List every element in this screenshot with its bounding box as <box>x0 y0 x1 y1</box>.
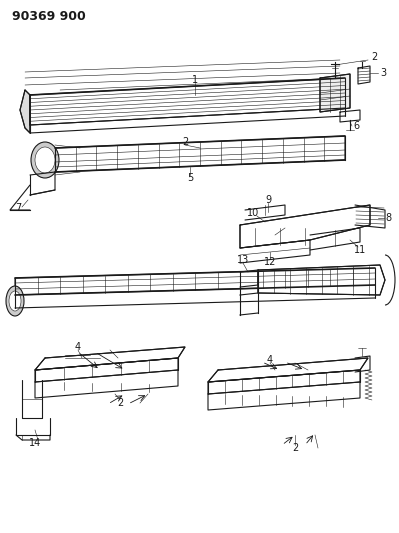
Text: 3: 3 <box>380 68 386 78</box>
Ellipse shape <box>6 286 24 316</box>
Text: 7: 7 <box>15 203 21 213</box>
Ellipse shape <box>35 147 55 173</box>
Text: 2: 2 <box>117 398 123 408</box>
Text: 2: 2 <box>292 443 298 453</box>
Text: 2: 2 <box>371 52 377 62</box>
Polygon shape <box>320 74 350 112</box>
Polygon shape <box>55 136 345 172</box>
Polygon shape <box>208 370 360 394</box>
Text: 1: 1 <box>192 75 198 85</box>
Text: 5: 5 <box>187 173 193 183</box>
Text: 10: 10 <box>247 208 259 218</box>
Polygon shape <box>240 205 370 248</box>
Polygon shape <box>15 268 375 295</box>
Text: 8: 8 <box>385 213 391 223</box>
Polygon shape <box>30 78 345 125</box>
Text: 12: 12 <box>264 257 276 267</box>
Text: 11: 11 <box>354 245 366 255</box>
Text: 9: 9 <box>265 195 271 205</box>
Text: 2: 2 <box>182 137 188 147</box>
Text: 4: 4 <box>267 355 273 365</box>
Text: 4: 4 <box>75 342 81 352</box>
Text: 6: 6 <box>353 121 359 131</box>
Polygon shape <box>35 347 185 370</box>
Text: 13: 13 <box>237 255 249 265</box>
Text: 90369 900: 90369 900 <box>12 10 86 23</box>
Ellipse shape <box>9 291 21 311</box>
Ellipse shape <box>31 142 59 178</box>
Polygon shape <box>20 90 30 133</box>
Polygon shape <box>258 265 385 295</box>
Polygon shape <box>35 358 178 382</box>
Text: 14: 14 <box>29 438 41 448</box>
Polygon shape <box>208 358 368 382</box>
